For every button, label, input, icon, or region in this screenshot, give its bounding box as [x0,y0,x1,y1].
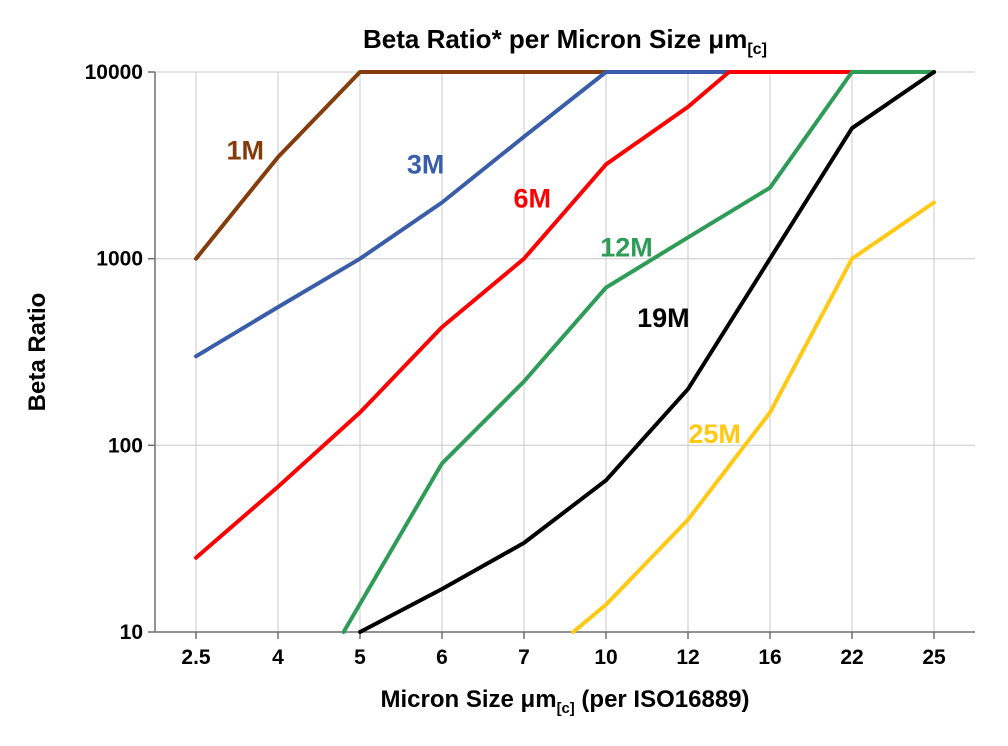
x-tick-label: 22 [840,646,863,669]
x-axis-title: Micron Size μm[c] (per ISO16889) [155,686,975,717]
x-tick-label: 7 [518,646,530,669]
x-tick-label: 12 [676,646,699,669]
y-tick-label: 10000 [85,61,143,84]
y-tick-labels: 10 100 1000 10000 [85,61,143,644]
x-axis-title-suffix: (per ISO16889) [574,686,750,713]
series-label-1M: 1M [226,135,264,165]
x-axis-title-text: Micron Size μm [380,686,557,713]
x-tick-label: 4 [272,646,284,669]
x-tick-label: 6 [436,646,448,669]
series-line-25M [571,200,936,634]
chart-title: Beta Ratio* per Micron Size μm[c] [155,24,975,59]
x-tick-label: 2.5 [181,646,211,669]
x-tick-label: 25 [922,646,946,669]
chart-title-text: Beta Ratio* per Micron Size μm [362,24,748,54]
series-line-19M [358,70,936,634]
series-label-3M: 3M [407,149,445,179]
axes [148,71,975,639]
x-tick-label: 16 [758,646,781,669]
x-tick-label: 10 [594,646,617,669]
series-line-1M [194,70,936,261]
x-tick-label: 5 [354,646,366,669]
y-tick-label: 10 [120,621,143,644]
series-label-12M: 12M [600,232,653,262]
series-line-12M [341,70,936,634]
series-label-6M: 6M [513,184,551,214]
series-line-6M [194,70,936,560]
y-tick-label: 100 [108,434,143,457]
chart-title-subscript: [c] [747,40,768,59]
x-axis-title-subscript: [c] [556,700,575,717]
x-tick-labels: 2.5 4 5 6 7 10 12 16 22 25 [181,646,946,669]
y-tick-label: 1000 [96,248,143,271]
series-label-19M: 19M [637,303,690,333]
series-line-3M [194,70,936,359]
series-label-25M: 25M [688,419,741,449]
